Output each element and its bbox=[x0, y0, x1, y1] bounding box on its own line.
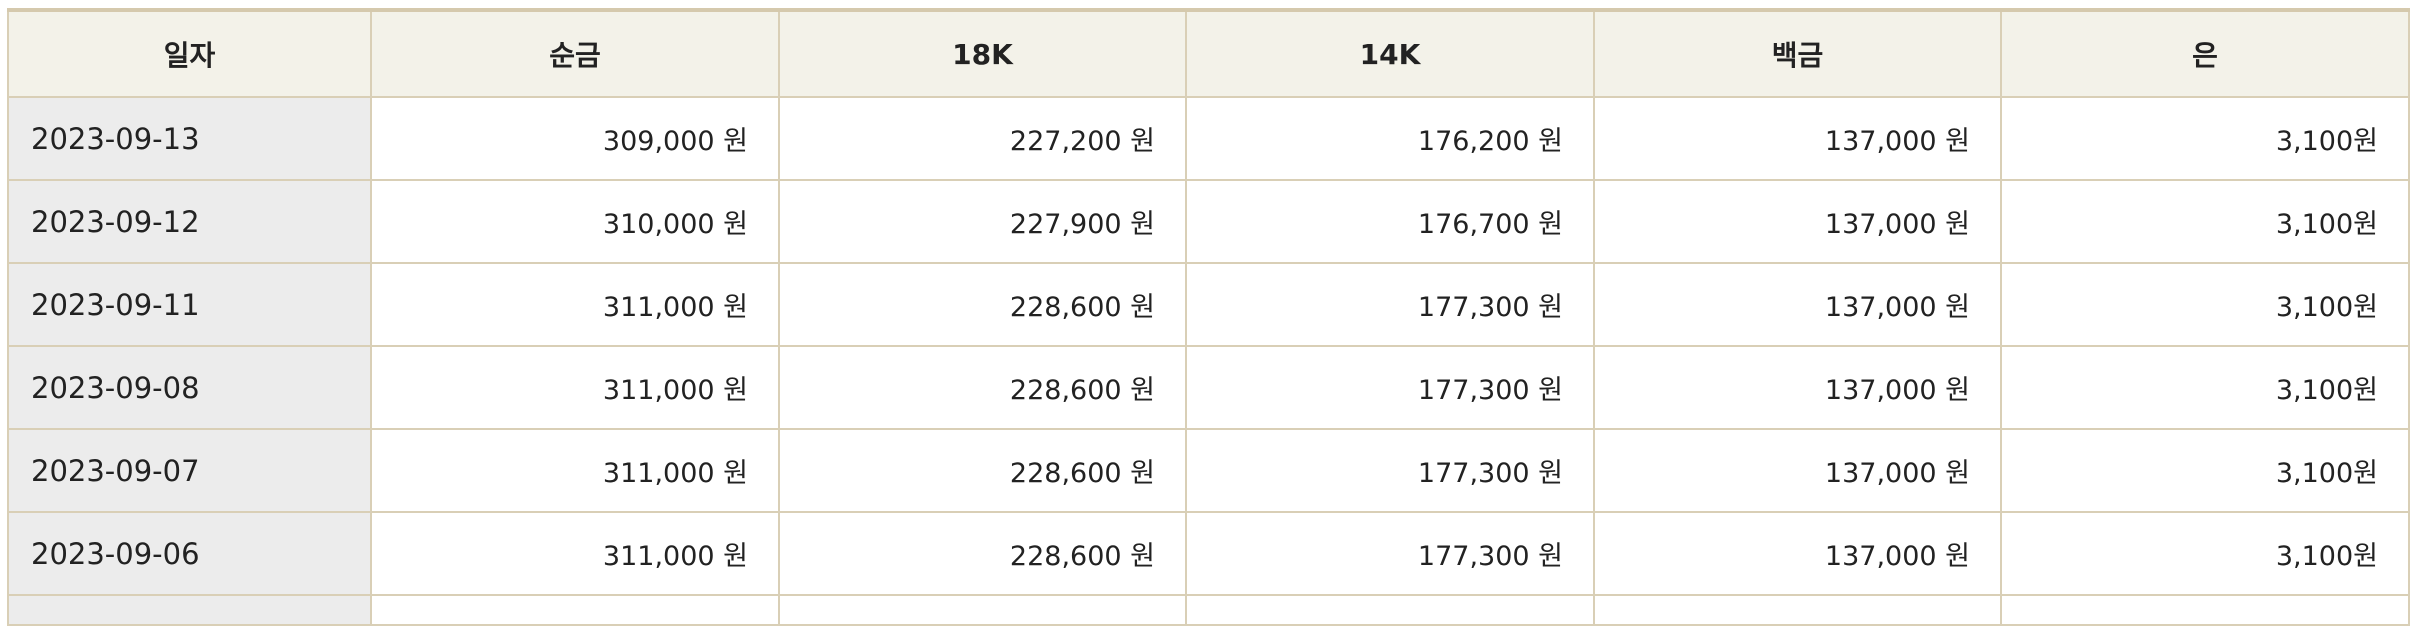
gold-14k-cell: 177,300 원 bbox=[1185, 262, 1595, 347]
silver-cell: 3,100원 bbox=[2000, 262, 2410, 347]
table-row: 2023-09-08 311,000 원 228,600 원 177,300 원 137… bbox=[7, 345, 2410, 430]
platinum-cell: 137,000 원 bbox=[1593, 96, 2002, 181]
platinum-cell: 137,000 원 bbox=[1593, 262, 2002, 347]
gold-18k-cell: 228,600 원 bbox=[778, 511, 1187, 596]
empty-cell bbox=[1593, 594, 2002, 626]
silver-cell: 3,100원 bbox=[2000, 345, 2410, 430]
pure-gold-cell: 310,000 원 bbox=[370, 179, 780, 264]
header-row: 일자 순금 18K 14K 백금 은 bbox=[7, 9, 2410, 98]
date-cell: 2023-09-07 bbox=[7, 428, 372, 513]
platinum-cell: 137,000 원 bbox=[1593, 179, 2002, 264]
column-header-gold-18k: 18K bbox=[778, 9, 1187, 98]
date-cell: 2023-09-06 bbox=[7, 511, 372, 596]
price-table: 일자 순금 18K 14K 백금 은 2023-09-13 309,000 원 227,200… bbox=[7, 8, 2410, 626]
date-cell: 2023-09-13 bbox=[7, 96, 372, 181]
gold-14k-cell: 177,300 원 bbox=[1185, 345, 1595, 430]
gold-14k-cell: 177,300 원 bbox=[1185, 511, 1595, 596]
pure-gold-cell: 311,000 원 bbox=[370, 428, 780, 513]
gold-14k-cell: 176,700 원 bbox=[1185, 179, 1595, 264]
table-row: 2023-09-12 310,000 원 227,900 원 176,700 원 137… bbox=[7, 179, 2410, 264]
empty-cell bbox=[778, 594, 1187, 626]
platinum-cell: 137,000 원 bbox=[1593, 428, 2002, 513]
column-header-pure-gold: 순금 bbox=[370, 9, 780, 98]
gold-14k-cell: 177,300 원 bbox=[1185, 428, 1595, 513]
table-row: 2023-09-11 311,000 원 228,600 원 177,300 원 137… bbox=[7, 262, 2410, 347]
column-header-date: 일자 bbox=[7, 9, 372, 98]
silver-cell: 3,100원 bbox=[2000, 511, 2410, 596]
gold-18k-cell: 227,900 원 bbox=[778, 179, 1187, 264]
pure-gold-cell: 309,000 원 bbox=[370, 96, 780, 181]
gold-18k-cell: 228,600 원 bbox=[778, 262, 1187, 347]
platinum-cell: 137,000 원 bbox=[1593, 511, 2002, 596]
silver-cell: 3,100원 bbox=[2000, 96, 2410, 181]
empty-cell bbox=[1185, 594, 1595, 626]
column-header-platinum: 백금 bbox=[1593, 9, 2002, 98]
empty-cell bbox=[370, 594, 780, 626]
gold-18k-cell: 228,600 원 bbox=[778, 345, 1187, 430]
gold-18k-cell: 228,600 원 bbox=[778, 428, 1187, 513]
silver-cell: 3,100원 bbox=[2000, 428, 2410, 513]
pure-gold-cell: 311,000 원 bbox=[370, 345, 780, 430]
column-header-gold-14k: 14K bbox=[1185, 9, 1595, 98]
pure-gold-cell: 311,000 원 bbox=[370, 262, 780, 347]
table-row: 2023-09-07 311,000 원 228,600 원 177,300 원 137… bbox=[7, 428, 2410, 513]
date-cell: 2023-09-11 bbox=[7, 262, 372, 347]
empty-cell bbox=[2000, 594, 2410, 626]
gold-14k-cell: 176,200 원 bbox=[1185, 96, 1595, 181]
table-row: 2023-09-06 311,000 원 228,600 원 177,300 원 137… bbox=[7, 511, 2410, 596]
date-cell: 2023-09-08 bbox=[7, 345, 372, 430]
column-header-silver: 은 bbox=[2000, 9, 2410, 98]
table-row: 2023-09-13 309,000 원 227,200 원 176,200 원 137… bbox=[7, 96, 2410, 181]
date-cell: 2023-09-12 bbox=[7, 179, 372, 264]
pure-gold-cell: 311,000 원 bbox=[370, 511, 780, 596]
empty-cell bbox=[7, 594, 372, 626]
table-row-partial bbox=[7, 594, 2410, 626]
silver-cell: 3,100원 bbox=[2000, 179, 2410, 264]
platinum-cell: 137,000 원 bbox=[1593, 345, 2002, 430]
gold-18k-cell: 227,200 원 bbox=[778, 96, 1187, 181]
